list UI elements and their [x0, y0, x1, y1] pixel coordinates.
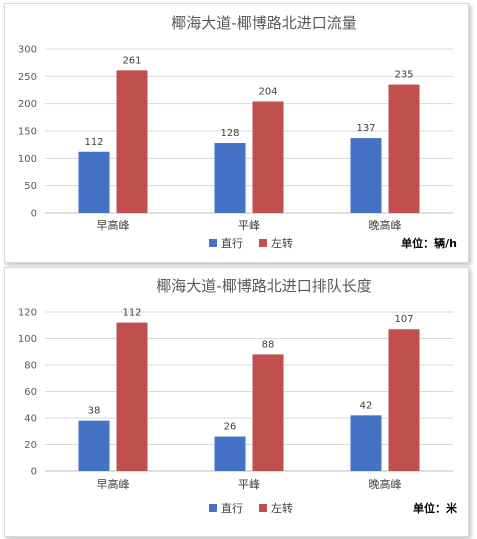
x-tick-label: 平峰 [238, 478, 260, 491]
chart-title: 椰海大道-椰博路北进口排队长度 [156, 277, 371, 295]
y-tick-label: 50 [24, 181, 37, 192]
legend-label: 左转 [271, 236, 293, 250]
data-label: 107 [394, 314, 413, 325]
y-tick-label: 120 [18, 308, 37, 319]
legend-label: 左转 [271, 501, 293, 515]
data-label: 88 [262, 339, 275, 350]
y-tick-label: 150 [18, 127, 37, 138]
bar-left-turn [116, 322, 148, 471]
bar-left-turn [388, 84, 420, 214]
legend-swatch [209, 504, 217, 512]
bar-straight [350, 138, 382, 213]
bar-straight [350, 415, 382, 471]
legend-label: 直行 [221, 236, 243, 250]
data-label: 137 [356, 123, 375, 134]
data-label: 235 [394, 70, 413, 81]
x-tick-label: 早高峰 [97, 477, 130, 491]
y-tick-label: 0 [31, 467, 37, 478]
bar-left-turn [252, 101, 284, 213]
x-tick-label: 早高峰 [97, 218, 130, 232]
chart-panel-queue: 椰海大道-椰博路北进口排队长度 0 20 40 60 80 100 120 早高峰 38 112 平峰… [4, 267, 469, 537]
y-tick-label: 100 [18, 154, 37, 165]
y-tick-label: 40 [24, 414, 37, 425]
data-label: 26 [224, 422, 237, 433]
data-label: 38 [88, 406, 101, 417]
data-label: 128 [220, 128, 239, 139]
bar-straight [214, 143, 246, 213]
x-tick-label: 晚高峰 [369, 477, 402, 491]
y-tick-label: 0 [31, 209, 37, 220]
bar-left-turn [388, 329, 420, 471]
y-tick-label: 250 [18, 72, 37, 83]
unit-label: 单位：辆/h [401, 236, 457, 250]
legend-swatch [259, 239, 267, 247]
y-tick-label: 300 [18, 45, 37, 56]
bar-straight [214, 436, 246, 471]
chart-panel-flow: 椰海大道-椰博路北进口流量 0 50 100 150 200 250 300 早高峰 112 261… [4, 3, 469, 263]
legend-swatch [209, 239, 217, 247]
flow-chart: 椰海大道-椰博路北进口流量 0 50 100 150 200 250 300 早高峰 112 261… [18, 14, 457, 250]
queue-chart: 椰海大道-椰博路北进口排队长度 0 20 40 60 80 100 120 早高峰 38 112 平峰… [18, 277, 458, 515]
data-label: 42 [360, 400, 373, 411]
y-tick-label: 60 [24, 387, 37, 398]
legend-swatch [259, 504, 267, 512]
y-tick-label: 200 [18, 99, 37, 110]
x-tick-label: 平峰 [238, 219, 260, 232]
x-tick-label: 晚高峰 [369, 218, 402, 232]
data-label: 112 [84, 137, 103, 148]
bar-left-turn [252, 354, 284, 471]
data-label: 204 [258, 86, 277, 97]
y-tick-label: 80 [24, 361, 37, 372]
legend-label: 直行 [221, 501, 243, 515]
data-label: 261 [122, 55, 141, 66]
chart-title: 椰海大道-椰博路北进口流量 [171, 14, 356, 32]
bar-straight [78, 420, 110, 471]
y-tick-label: 100 [18, 334, 37, 345]
unit-label: 单位：米 [413, 501, 458, 515]
y-tick-label: 20 [24, 440, 37, 451]
bar-straight [78, 151, 110, 213]
data-label: 112 [122, 308, 141, 319]
bar-left-turn [116, 70, 148, 213]
